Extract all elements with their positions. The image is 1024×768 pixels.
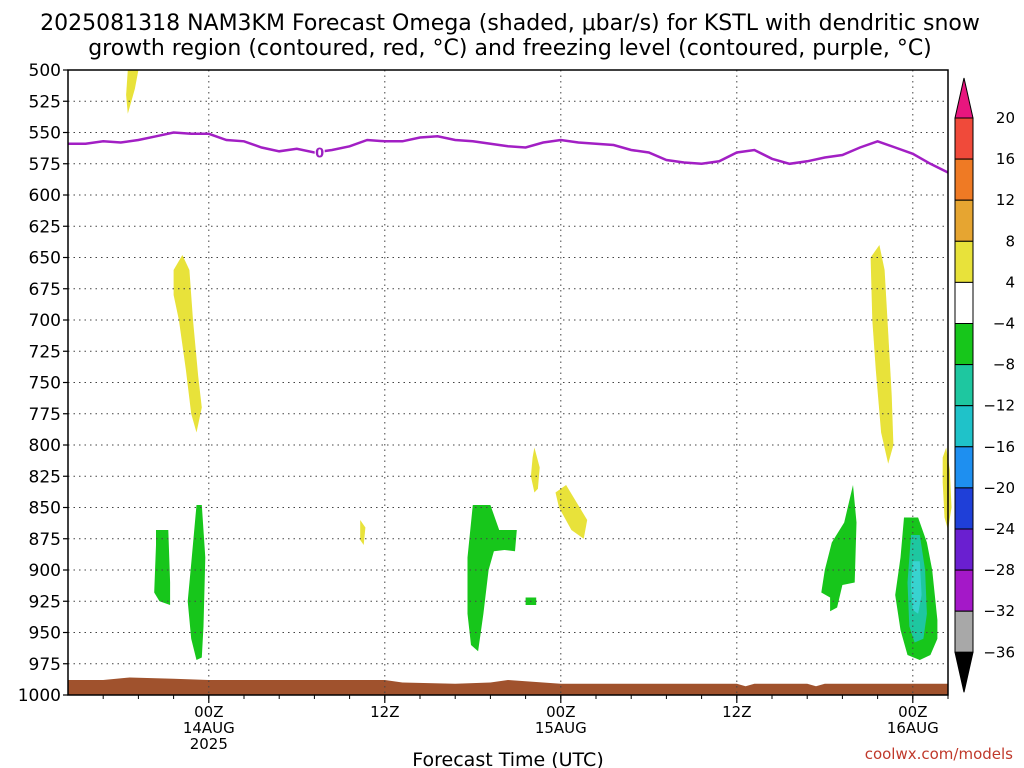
y-tick-label: 825 (29, 467, 61, 487)
y-tick-label: 925 (29, 592, 61, 612)
omega-shaded-regions (126, 70, 952, 660)
x-tick-label: 16AUG (887, 719, 939, 737)
colorbar-tick-label: 20 (996, 109, 1015, 127)
y-tick-label: 775 (29, 405, 61, 425)
omega-region-green-9 (467, 505, 517, 652)
x-tick-label: 00Z (546, 703, 575, 721)
omega-region-green-11 (821, 485, 857, 612)
colorbar-tick-label: 16 (996, 150, 1015, 168)
colorbar-bin (954, 323, 974, 366)
pressure-axis-ticks: 500 525 550 575 600 625 650 675 700 725 750 775 800 8… (18, 61, 68, 706)
omega-region-green-7 (154, 530, 171, 605)
colorbar-tick-label: 4 (1005, 273, 1015, 291)
y-tick-label: 750 (29, 374, 61, 394)
x-tick-label: 00Z (898, 703, 927, 721)
y-tick-label: 600 (29, 186, 61, 206)
colorbar-top-triangle (954, 77, 974, 119)
colorbar-bottom-triangle (954, 651, 974, 693)
colorbar-tick-label: −8 (993, 356, 1015, 374)
source-credit: coolwx.com/models (865, 745, 1013, 763)
x-tick-label: 12Z (722, 703, 751, 721)
colorbar-bin (954, 364, 974, 407)
colorbar-bin (954, 487, 974, 530)
colorbar-tick-label: −20 (983, 479, 1015, 497)
freezing-label-bg (314, 145, 325, 160)
y-tick-label: 975 (29, 655, 61, 675)
colorbar-bin (954, 240, 974, 283)
y-tick-label: 800 (29, 436, 61, 456)
omega-region-green-8 (187, 505, 206, 660)
chart-title-line-2: growth region (contoured, red, °C) and f… (88, 36, 932, 61)
y-tick-label: 500 (29, 61, 61, 81)
colorbar-tick-label: −24 (983, 520, 1015, 538)
omega-region-yellow-2 (530, 447, 540, 493)
y-tick-label: 1000 (18, 686, 61, 706)
y-tick-label: 675 (29, 280, 61, 300)
colorbar-bin (954, 158, 974, 201)
omega-region-yellow-6 (942, 447, 952, 530)
freezing-level-line (68, 131, 949, 174)
chart-title-line-1: 2025081318 NAM3KM Forecast Omega (shaded… (40, 11, 980, 36)
omega-region-yellow-3 (555, 485, 588, 539)
colorbar-bin (954, 528, 974, 571)
y-tick-label: 850 (29, 499, 61, 519)
colorbar-bin (954, 117, 974, 160)
omega-region-yellow-5 (870, 245, 894, 464)
x-tick-label: 14AUG (183, 719, 235, 737)
colorbar-bin (954, 446, 974, 489)
y-tick-label: 725 (29, 342, 61, 362)
y-tick-label: 900 (29, 561, 61, 581)
omega-region-cyan-14 (911, 561, 922, 614)
colorbar-bin (954, 610, 974, 653)
x-tick-label: 12Z (370, 703, 399, 721)
colorbar-tick-label: −32 (983, 602, 1015, 620)
colorbar-tick-label: 12 (996, 191, 1015, 209)
plot-gridlines (68, 70, 948, 695)
x-tick-label: 00Z (194, 703, 223, 721)
colorbar-tick-label: −12 (983, 397, 1015, 415)
colorbar-tick-label: −28 (983, 561, 1015, 579)
omega-region-yellow-4 (360, 520, 366, 545)
y-tick-label: 875 (29, 530, 61, 550)
y-tick-label: 700 (29, 311, 61, 331)
omega-region-yellow-1 (173, 255, 202, 433)
y-tick-label: 550 (29, 124, 61, 144)
colorbar-tick-label: −36 (983, 643, 1015, 661)
freezing-level-label: 0 (315, 147, 324, 162)
colorbar-tick-label: 8 (1005, 232, 1015, 250)
omega-colorbar: 20 16 12 8 4 −4 −8 −12 −16 −20 −24 −28 −32 −36 (954, 77, 1015, 693)
colorbar-tick-label: −16 (983, 438, 1015, 456)
freezing-level-contour: 0 (68, 131, 949, 174)
ground-band (68, 677, 948, 695)
omega-region-yellow-0 (126, 70, 139, 114)
x-axis-label: Forecast Time (UTC) (412, 749, 603, 768)
y-tick-label: 575 (29, 155, 61, 175)
ground-surface-layer (68, 677, 948, 695)
colorbar-bin (954, 199, 974, 242)
y-tick-label: 525 (29, 92, 61, 112)
x-tick-label: 2025 (190, 735, 228, 753)
y-tick-label: 650 (29, 249, 61, 269)
colorbar-bin (954, 569, 974, 612)
colorbar-bin (954, 281, 974, 324)
x-tick-label: 15AUG (535, 719, 587, 737)
colorbar-bin (954, 405, 974, 448)
colorbar-tick-label: −4 (993, 315, 1015, 333)
y-tick-label: 625 (29, 217, 61, 237)
y-tick-label: 950 (29, 624, 61, 644)
